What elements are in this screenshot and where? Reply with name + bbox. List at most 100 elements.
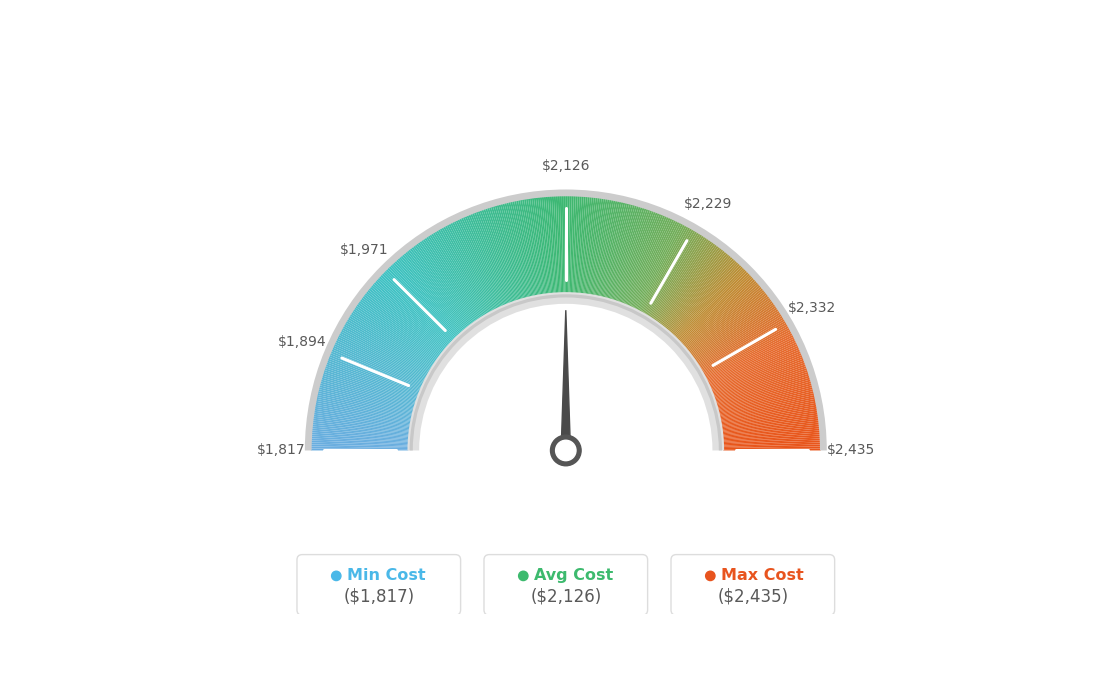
Wedge shape (367, 289, 444, 352)
Wedge shape (314, 408, 411, 426)
Wedge shape (605, 204, 631, 299)
Wedge shape (433, 232, 485, 317)
Wedge shape (397, 258, 463, 333)
Wedge shape (522, 199, 540, 295)
Wedge shape (722, 419, 819, 432)
Wedge shape (380, 275, 452, 343)
Wedge shape (609, 206, 639, 299)
Wedge shape (677, 270, 747, 340)
Wedge shape (647, 232, 699, 317)
Wedge shape (634, 221, 678, 309)
Wedge shape (718, 387, 814, 413)
Wedge shape (424, 237, 479, 319)
Wedge shape (592, 199, 609, 295)
Wedge shape (648, 233, 701, 317)
Wedge shape (316, 397, 412, 419)
Wedge shape (407, 292, 724, 451)
Wedge shape (442, 227, 490, 313)
Wedge shape (361, 297, 440, 357)
Wedge shape (400, 255, 465, 331)
Wedge shape (688, 289, 765, 352)
Wedge shape (436, 230, 487, 315)
Wedge shape (716, 380, 811, 408)
Wedge shape (670, 259, 736, 333)
Wedge shape (581, 197, 592, 294)
Wedge shape (314, 413, 411, 428)
Wedge shape (454, 221, 498, 309)
Wedge shape (318, 389, 413, 414)
Wedge shape (714, 366, 807, 400)
Wedge shape (545, 196, 554, 294)
Wedge shape (698, 312, 782, 366)
Wedge shape (691, 297, 771, 357)
Wedge shape (666, 254, 730, 330)
Wedge shape (379, 276, 452, 344)
Wedge shape (439, 228, 489, 314)
Wedge shape (365, 291, 443, 353)
Wedge shape (715, 370, 808, 402)
Wedge shape (358, 302, 438, 360)
Circle shape (519, 571, 528, 580)
Wedge shape (722, 420, 819, 433)
Wedge shape (319, 383, 414, 410)
Wedge shape (638, 224, 686, 311)
Wedge shape (722, 415, 818, 429)
Wedge shape (596, 200, 617, 297)
Wedge shape (364, 293, 443, 354)
Wedge shape (630, 218, 672, 308)
Wedge shape (641, 227, 690, 313)
Wedge shape (414, 244, 474, 324)
Wedge shape (665, 251, 726, 328)
Wedge shape (322, 373, 416, 404)
Wedge shape (316, 401, 412, 421)
Wedge shape (322, 372, 416, 403)
Wedge shape (590, 198, 606, 295)
Wedge shape (381, 273, 453, 342)
Wedge shape (711, 353, 803, 391)
Wedge shape (393, 262, 460, 335)
Wedge shape (723, 433, 820, 441)
Wedge shape (719, 393, 815, 416)
Text: $2,332: $2,332 (788, 301, 837, 315)
Wedge shape (722, 428, 820, 438)
Wedge shape (318, 387, 414, 413)
FancyBboxPatch shape (484, 555, 648, 615)
Wedge shape (686, 285, 761, 349)
Wedge shape (696, 307, 778, 363)
Wedge shape (654, 239, 709, 320)
Wedge shape (314, 415, 410, 429)
Text: $1,817: $1,817 (257, 444, 306, 457)
Wedge shape (588, 198, 604, 295)
Wedge shape (332, 346, 423, 387)
Wedge shape (655, 241, 712, 322)
Wedge shape (723, 435, 820, 442)
Wedge shape (714, 368, 808, 401)
Wedge shape (373, 282, 448, 347)
Wedge shape (352, 309, 435, 364)
Wedge shape (570, 195, 574, 293)
Wedge shape (443, 226, 491, 313)
Wedge shape (602, 202, 625, 297)
Wedge shape (427, 235, 481, 318)
Wedge shape (311, 428, 410, 438)
Wedge shape (410, 248, 470, 326)
Wedge shape (311, 437, 408, 443)
Wedge shape (446, 224, 493, 311)
Wedge shape (538, 197, 550, 294)
Wedge shape (687, 286, 762, 351)
Wedge shape (618, 210, 652, 302)
Wedge shape (681, 277, 754, 344)
Wedge shape (528, 198, 543, 295)
Wedge shape (723, 438, 820, 444)
Wedge shape (584, 197, 597, 295)
Wedge shape (481, 209, 514, 302)
Wedge shape (723, 446, 820, 449)
Wedge shape (678, 272, 749, 341)
Wedge shape (389, 266, 457, 337)
Wedge shape (312, 424, 410, 435)
Wedge shape (520, 199, 539, 296)
Wedge shape (406, 250, 468, 328)
Wedge shape (335, 340, 424, 384)
Wedge shape (363, 294, 442, 355)
Wedge shape (351, 310, 434, 365)
